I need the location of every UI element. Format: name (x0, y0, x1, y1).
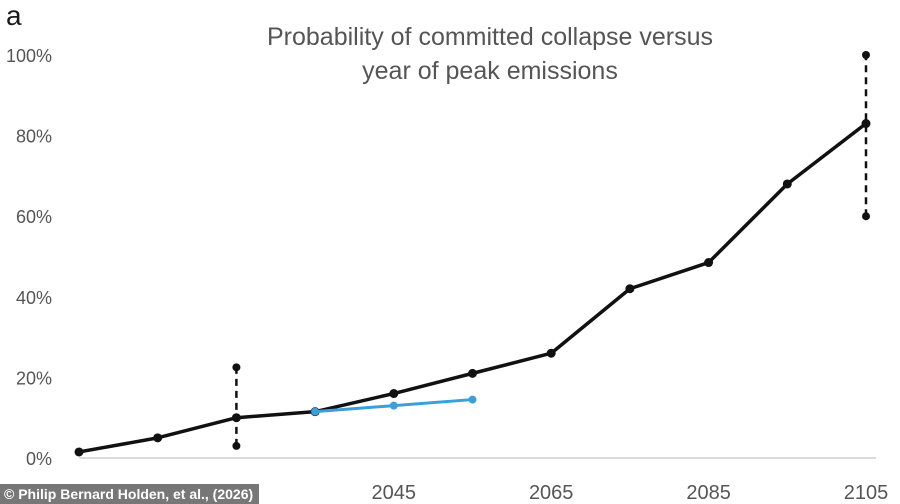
y-tick-label: 60% (16, 207, 52, 227)
data-point (468, 368, 477, 378)
data-point (153, 433, 163, 443)
panel-letter: a (6, 0, 22, 31)
chart-title-line-1: Probability of committed collapse versus (266, 23, 714, 51)
data-point (861, 119, 871, 129)
chart-title: Probability of committed collapse versus… (190, 20, 790, 88)
data-point (546, 348, 556, 358)
error-bar-cap (232, 441, 241, 450)
error-bar-cap (862, 51, 870, 59)
data-point (74, 447, 84, 457)
x-tick-label: 2045 (372, 482, 417, 504)
data-point (389, 389, 399, 399)
x-tick-label: 2105 (844, 482, 889, 504)
data-point (389, 401, 398, 410)
data-point (704, 258, 714, 268)
y-tick-label: 80% (16, 127, 52, 147)
y-tick-label: 40% (16, 288, 52, 308)
data-point (782, 179, 792, 189)
y-tick-label: 100% (6, 46, 52, 66)
y-tick-label: 20% (16, 368, 52, 388)
error-bar-cap (232, 363, 241, 372)
data-point (625, 284, 635, 294)
data-point (311, 407, 320, 416)
x-tick-label: 2065 (529, 482, 574, 504)
data-point (468, 395, 477, 404)
credit-watermark: © Philip Bernard Holden, et al., (2026) (0, 484, 260, 504)
x-tick-label: 2085 (686, 482, 731, 504)
data-point (231, 413, 241, 423)
y-tick-label: 0% (26, 449, 52, 469)
chart-title-line-2: year of peak emissions (362, 57, 618, 85)
error-bar-cap (862, 212, 870, 221)
